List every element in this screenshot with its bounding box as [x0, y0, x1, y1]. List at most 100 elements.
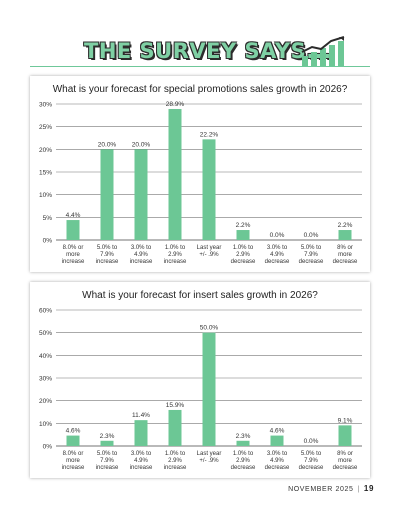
- x-tick-label-line: 1.0% to: [233, 245, 254, 251]
- x-tick-label-line: more: [66, 458, 80, 464]
- x-tick-label: 1.0% to 2.9% decrease: [231, 245, 256, 265]
- x-tick-label-line: 1.0% to: [233, 451, 254, 457]
- bar: [202, 139, 216, 240]
- y-tick-label: 20%: [39, 398, 52, 405]
- x-tick-label-line: 2.9%: [168, 458, 182, 464]
- y-tick-label: 40%: [39, 353, 52, 360]
- bar-value-label: 0.0%: [304, 438, 319, 445]
- x-tick-label-line: 2.9%: [168, 252, 182, 258]
- y-tick-label: 30%: [39, 102, 52, 109]
- x-tick-label-line: 5.0% to: [301, 245, 322, 251]
- x-tick-label-line: more: [338, 252, 352, 258]
- x-tick-label-line: 8.0% or: [63, 245, 84, 251]
- x-tick-label-line: 5.0% to: [97, 245, 118, 251]
- bar-value-label: 9.1%: [338, 417, 353, 424]
- x-tick-label-line: Last year: [197, 451, 222, 457]
- x-tick-label: 3.0% to 4.9% decrease: [265, 451, 290, 471]
- y-tick-label: 0%: [43, 238, 53, 245]
- y-tick-label: 20%: [39, 147, 52, 154]
- bar-value-label: 4.6%: [66, 428, 81, 435]
- x-tick-label-line: +/- .9%: [199, 252, 219, 258]
- x-tick-label-line: 7.9%: [304, 252, 318, 258]
- bar-value-label: 15.9%: [166, 402, 185, 409]
- bar-value-label: 0.0%: [270, 232, 285, 239]
- x-tick-label-line: 4.9%: [270, 252, 284, 258]
- bar-value-label: 20.0%: [132, 141, 151, 148]
- x-tick-label-line: 4.9%: [134, 458, 148, 464]
- x-tick-label: 1.0% to 2.9% decrease: [231, 451, 256, 471]
- x-tick-label-line: 5.0% to: [97, 451, 118, 457]
- x-tick-label-line: increase: [62, 259, 85, 265]
- x-tick-label-line: increase: [164, 465, 187, 471]
- y-tick-label: 25%: [39, 124, 52, 131]
- x-tick-label-line: increase: [96, 259, 119, 265]
- x-tick-label: 8.0% or more increase: [62, 451, 85, 471]
- x-tick-label: 3.0% to 4.9% decrease: [265, 245, 290, 265]
- x-tick-label-line: 5.0% to: [301, 451, 322, 457]
- x-tick-label-line: decrease: [265, 465, 290, 471]
- y-tick-label: 15%: [39, 170, 52, 177]
- x-tick-label-line: 3.0% to: [131, 451, 152, 457]
- x-tick-label-line: decrease: [231, 465, 256, 471]
- y-tick-label: 10%: [39, 421, 52, 428]
- footer-separator: |: [357, 486, 360, 493]
- bar: [168, 409, 182, 446]
- y-tick-label: 60%: [39, 308, 52, 315]
- y-tick-label: 5%: [43, 215, 53, 222]
- chart-panel-promotions: What is your forecast for special promot…: [30, 76, 370, 272]
- bar-value-label: 50.0%: [200, 325, 219, 332]
- y-tick-label: 0%: [43, 444, 53, 451]
- x-tick-label-line: 3.0% to: [267, 451, 288, 457]
- bar: [338, 230, 352, 240]
- bar: [134, 420, 148, 446]
- chart-panel-insert: What is your forecast for insert sales g…: [30, 282, 370, 478]
- y-tick-label: 10%: [39, 192, 52, 199]
- bar: [338, 425, 352, 446]
- bar-value-label: 22.2%: [200, 131, 219, 138]
- page-number: 19: [363, 484, 374, 493]
- x-tick-label: 8% or more decrease: [333, 245, 358, 265]
- bar: [202, 332, 216, 446]
- bar: [236, 230, 250, 240]
- bar: [168, 108, 182, 240]
- x-tick-label: Last year +/- .9%: [197, 451, 222, 464]
- x-tick-label: 1.0% to 2.9% increase: [164, 451, 187, 471]
- page-title: THE SURVEY SAYS...: [84, 39, 332, 63]
- x-tick-label: 5.0% to 7.9% decrease: [299, 451, 324, 471]
- x-tick-label: 8.0% or more increase: [62, 245, 85, 265]
- bar-value-label: 2.2%: [338, 222, 353, 229]
- insert-growth-chart: What is your forecast for insert sales g…: [39, 290, 362, 471]
- bar-value-label: 28.9%: [166, 101, 185, 108]
- x-tick-label-line: increase: [164, 259, 187, 265]
- bar-value-label: 2.3%: [236, 433, 251, 440]
- x-tick-label: 3.0% to 4.9% increase: [130, 451, 153, 471]
- x-tick-label: 5.0% to 7.9% increase: [96, 451, 119, 471]
- x-tick-label-line: 8% or: [337, 451, 353, 457]
- issue-date: NOVEMBER 2025: [288, 486, 354, 493]
- x-tick-label-line: 2.9%: [236, 458, 250, 464]
- x-tick-label: Last year +/- .9%: [197, 245, 222, 258]
- bar-chart-growth-icon: [301, 36, 345, 66]
- x-tick-label-line: 4.9%: [270, 458, 284, 464]
- x-tick-label-line: 2.9%: [236, 252, 250, 258]
- chart-title: What is your forecast for special promot…: [53, 84, 348, 95]
- bar: [270, 435, 284, 446]
- x-tick-label-line: decrease: [333, 259, 358, 265]
- x-tick-label-line: decrease: [265, 259, 290, 265]
- bar: [236, 440, 250, 446]
- bar: [134, 149, 148, 240]
- bar-value-label: 2.3%: [100, 433, 115, 440]
- x-tick-label-line: 4.9%: [134, 252, 148, 258]
- x-tick-label-line: decrease: [299, 259, 324, 265]
- x-tick-label-line: 1.0% to: [165, 451, 186, 457]
- x-tick-label: 3.0% to 4.9% increase: [130, 245, 153, 265]
- bar: [66, 435, 80, 446]
- x-tick-label-line: 1.0% to: [165, 245, 186, 251]
- bar: [100, 149, 114, 240]
- x-tick-label-line: decrease: [299, 465, 324, 471]
- x-tick-label-line: 7.9%: [100, 252, 114, 258]
- promotions-growth-chart: What is your forecast for special promot…: [39, 84, 362, 265]
- x-tick-label-line: increase: [130, 465, 153, 471]
- x-tick-label-line: 7.9%: [100, 458, 114, 464]
- bar: [100, 440, 114, 446]
